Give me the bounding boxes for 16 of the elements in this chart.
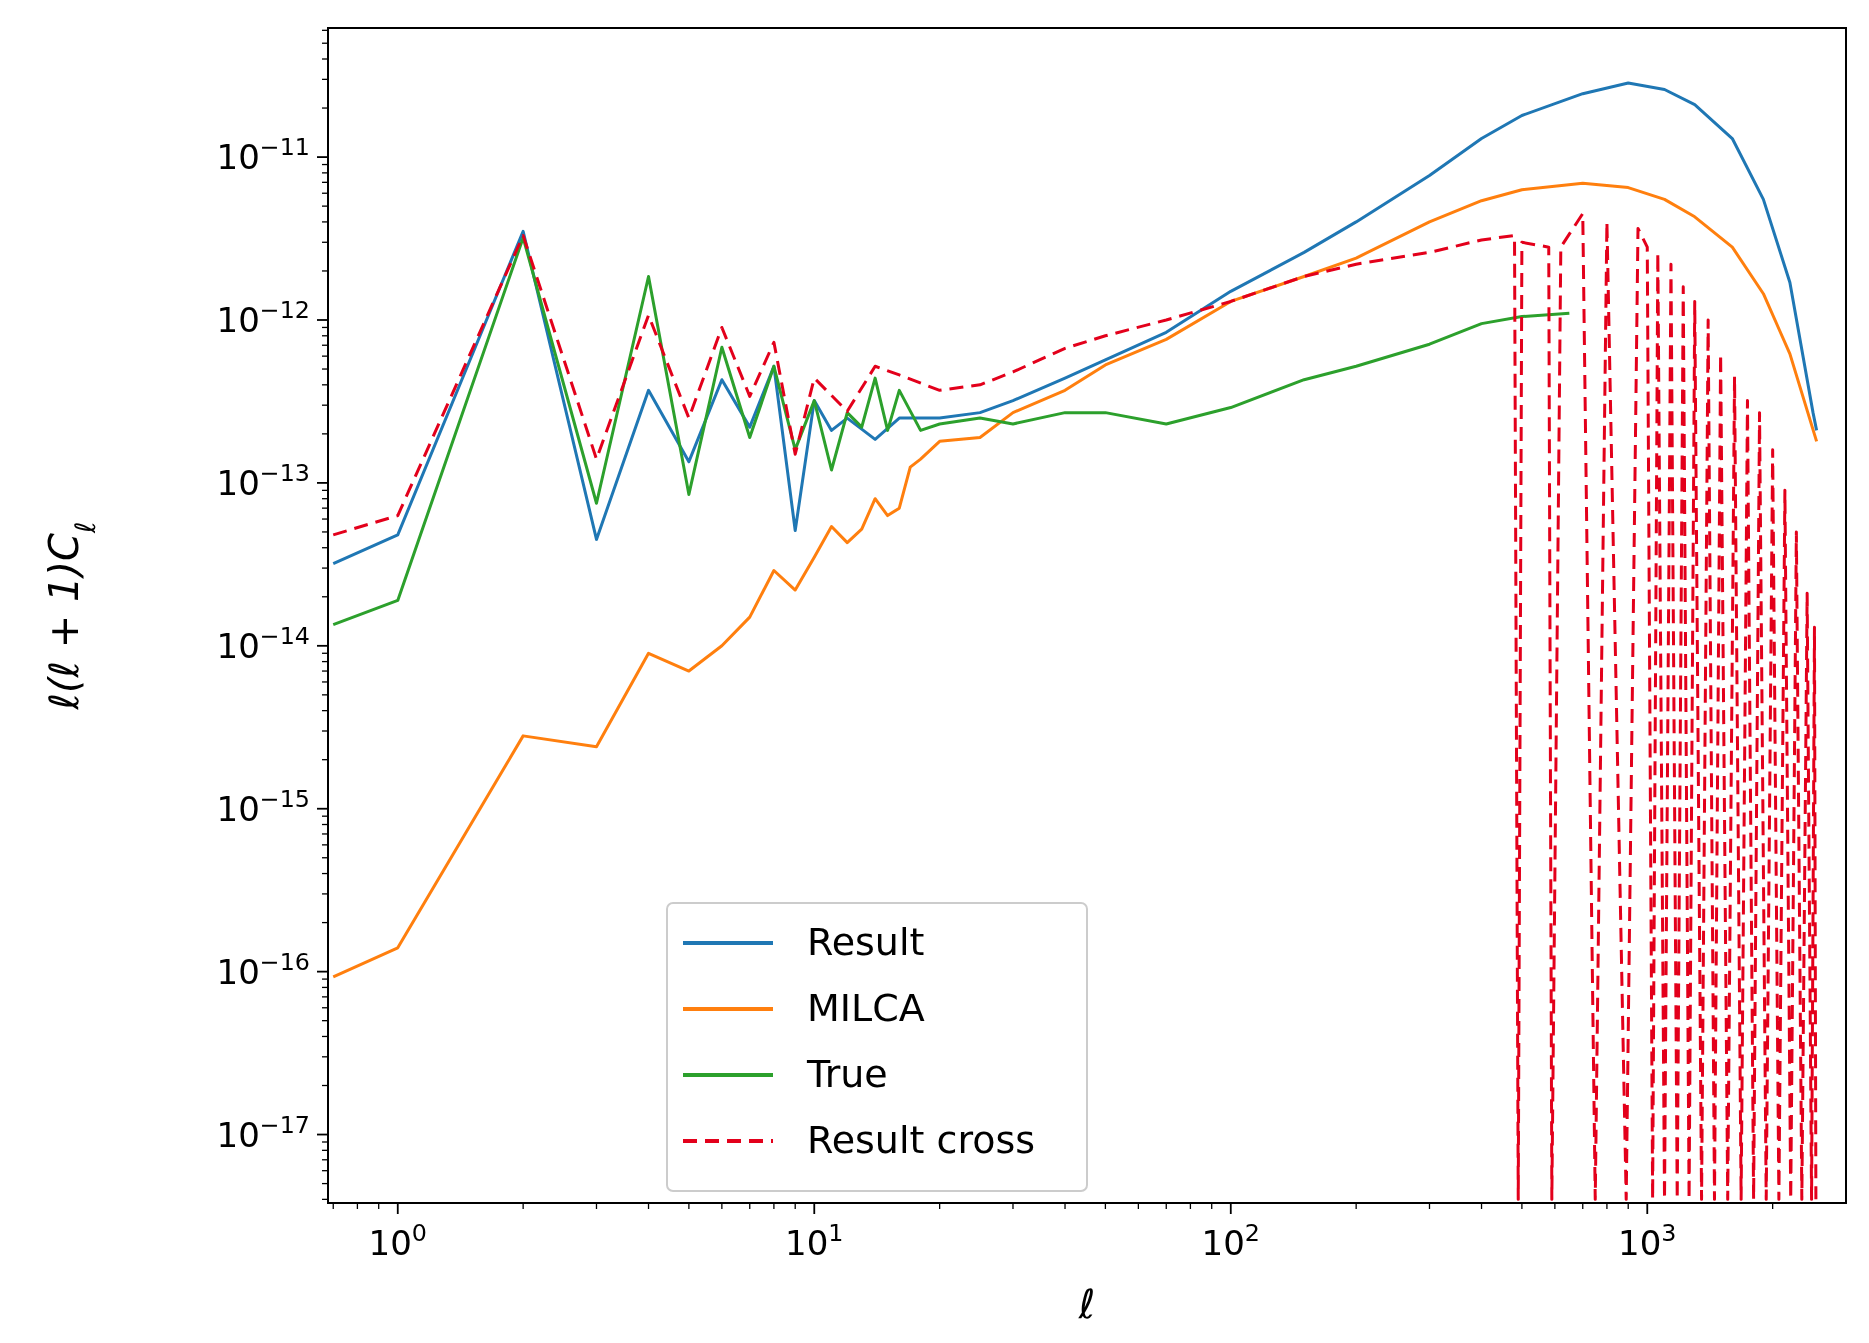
y-tick-label: 10$^{−13}$ xyxy=(216,458,310,503)
legend-label: True xyxy=(806,1052,888,1096)
legend-label: MILCA xyxy=(807,986,925,1030)
x-tick-label: 10$^{1}$ xyxy=(785,1219,844,1263)
y-tick-label: 10$^{−15}$ xyxy=(216,784,310,829)
x-tick-label: 10$^{0}$ xyxy=(368,1219,427,1263)
y-tick-label: 10$^{−14}$ xyxy=(216,621,310,666)
x-axis-title: ℓ xyxy=(1077,1281,1096,1327)
x-tick-label: 10$^{3}$ xyxy=(1618,1219,1677,1263)
y-tick-label: 10$^{−12}$ xyxy=(216,296,310,340)
x-tick-label: 10$^{2}$ xyxy=(1201,1219,1260,1263)
legend-label: Result xyxy=(807,920,925,964)
y-tick-label: 10$^{−17}$ xyxy=(216,1110,310,1155)
y-tick-label: 10$^{−11}$ xyxy=(216,133,310,178)
y-tick-label: 10$^{−16}$ xyxy=(216,947,310,992)
legend-label: Result cross xyxy=(807,1118,1036,1162)
